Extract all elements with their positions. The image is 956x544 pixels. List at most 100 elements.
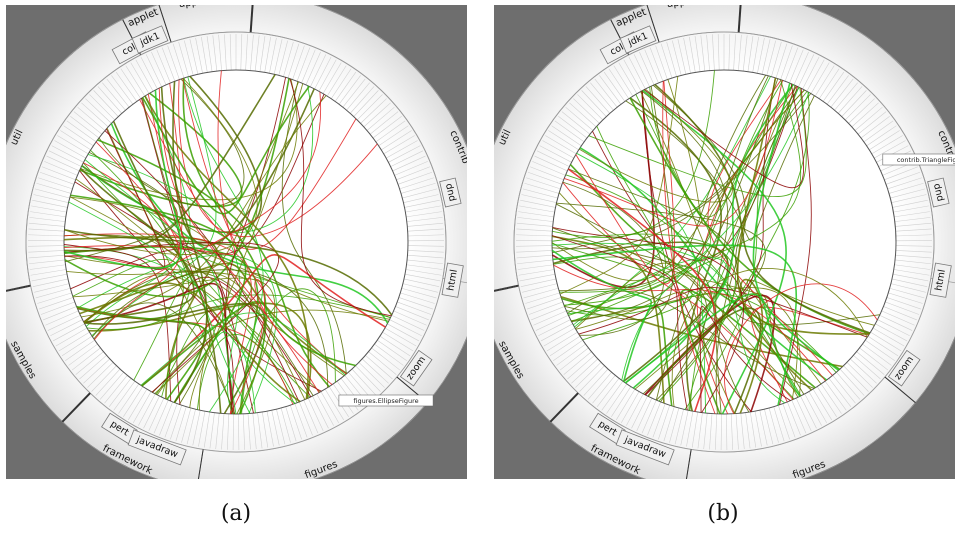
edge — [198, 83, 304, 411]
edge — [94, 141, 180, 340]
edge — [556, 202, 766, 395]
package-segment-standard[interactable]: standard — [6, 5, 467, 294]
edge — [64, 90, 182, 269]
edge — [643, 83, 804, 189]
edge — [641, 90, 750, 413]
edge — [64, 78, 290, 298]
edge — [70, 194, 247, 403]
edge — [552, 244, 798, 406]
edge — [625, 95, 815, 241]
edge — [289, 78, 392, 317]
edge — [567, 168, 718, 412]
edge — [178, 79, 378, 238]
subpackage-html[interactable]: html — [441, 262, 464, 298]
edge — [551, 235, 688, 411]
edge — [662, 81, 716, 414]
svg-text:figures.EllipseFigure: figures.EllipseFigure — [353, 397, 418, 405]
subpackage-html[interactable]: html — [929, 262, 952, 298]
leaf-tick-band — [25, 31, 447, 453]
caption-a: (a) — [220, 501, 252, 526]
edge — [72, 258, 184, 398]
edge — [64, 128, 166, 271]
edge — [83, 270, 314, 396]
edge — [558, 192, 802, 397]
edge — [573, 257, 728, 384]
edge — [564, 79, 802, 307]
edge-bundles — [63, 70, 393, 415]
package-segment-standard[interactable]: standard — [494, 5, 955, 294]
edge — [81, 95, 327, 318]
edge — [84, 302, 266, 415]
package-segment-figures[interactable]: figures — [685, 376, 917, 479]
edge — [83, 282, 301, 403]
edge — [68, 201, 251, 414]
edge — [563, 80, 784, 306]
edge — [172, 81, 315, 247]
edge — [779, 88, 812, 405]
subpackage-jdk1[interactable]: jdk1 — [131, 25, 169, 54]
edge — [567, 290, 815, 389]
edge — [562, 182, 794, 400]
edge — [553, 241, 729, 383]
edge — [579, 147, 828, 381]
edge — [158, 88, 320, 393]
edge — [552, 227, 744, 413]
edge — [699, 305, 791, 413]
edge — [696, 85, 798, 415]
edge — [671, 267, 868, 407]
svg-text:html: html — [445, 269, 460, 292]
edge — [64, 78, 258, 255]
edge — [571, 75, 769, 323]
edge — [241, 288, 336, 414]
edge — [564, 86, 674, 321]
edge — [551, 233, 736, 402]
subpackage-jdk1[interactable]: jdk1 — [619, 25, 657, 54]
edge — [141, 85, 310, 215]
edge — [621, 92, 810, 381]
edge — [641, 90, 752, 413]
edge — [225, 77, 287, 415]
edge — [182, 78, 267, 415]
edge — [84, 159, 237, 415]
edge — [69, 196, 230, 408]
svg-text:contrib.TriangleFigure: contrib.TriangleFigure — [897, 156, 955, 164]
edge — [74, 94, 325, 255]
edge — [635, 84, 794, 218]
subpackage-dnd[interactable]: dnd — [439, 177, 462, 208]
edge — [63, 236, 218, 400]
edge — [559, 76, 679, 295]
edge — [93, 302, 236, 415]
edge — [79, 167, 222, 414]
edge — [567, 86, 800, 315]
edge — [66, 270, 306, 400]
edge — [64, 70, 236, 256]
edge — [83, 120, 195, 324]
edge — [64, 83, 183, 268]
edge — [707, 79, 833, 376]
edge — [552, 93, 812, 250]
edge — [752, 82, 840, 371]
edge — [553, 264, 826, 382]
hierarchical-edge-bundling-diagram-a: utilappletapplicationcontribfiguresframe… — [6, 5, 467, 479]
edge — [72, 277, 276, 415]
edge — [624, 293, 801, 397]
edge — [652, 84, 747, 414]
edge — [739, 278, 813, 414]
hover-tooltip: contrib.TriangleFigure — [882, 153, 955, 166]
edge — [568, 86, 711, 316]
edge — [551, 242, 693, 341]
edge — [86, 294, 391, 330]
edge — [578, 88, 733, 203]
edge — [139, 99, 357, 250]
edge — [64, 74, 276, 252]
edge — [83, 91, 322, 323]
edge — [551, 242, 786, 404]
edge — [183, 78, 264, 413]
edge — [592, 86, 798, 262]
svg-text:dnd: dnd — [931, 182, 946, 202]
edge — [64, 228, 393, 316]
subpackage-dnd[interactable]: dnd — [927, 177, 950, 208]
edge — [63, 244, 172, 402]
edge — [575, 80, 675, 285]
edge — [553, 256, 795, 400]
